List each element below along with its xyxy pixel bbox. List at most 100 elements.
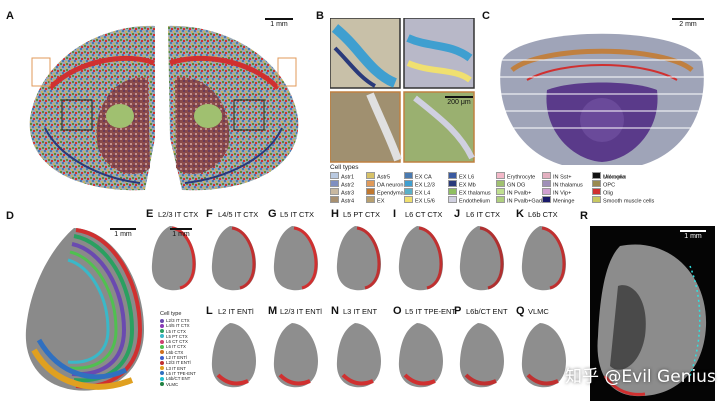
legend-dot — [160, 318, 164, 323]
legend-label: L6b/CT ENT — [166, 376, 191, 382]
legend-swatch — [542, 180, 551, 187]
panel-label-h: H — [331, 208, 339, 220]
panel-d-legend-item: L2/3 IT ENTl — [160, 360, 212, 365]
cell-type-highlight — [216, 373, 249, 386]
cell-type-highlight — [356, 226, 381, 290]
legend-swatch — [366, 188, 375, 195]
cell-type-legend-item: IN thalamus — [542, 180, 583, 190]
legend-swatch — [542, 172, 551, 179]
legend-label: Microglia — [603, 174, 626, 181]
cell-type-legend-item: IN Sst+ — [542, 172, 572, 182]
legend-label: L2 IT ENTl — [166, 355, 187, 361]
panel-d-legend-item: L4/5 IT CTX — [160, 323, 212, 328]
legend-swatch — [448, 172, 457, 179]
legend-dot — [160, 366, 164, 371]
legend-label: L3 IT ENT — [166, 365, 186, 371]
cell-type-legend-item: EX L4 — [404, 188, 430, 198]
cell-type-highlight — [464, 373, 497, 386]
panel-a-scale-label: 1 mm — [270, 21, 288, 28]
legend-label: Erythrocyte — [507, 174, 536, 181]
cell-type-highlight — [171, 226, 196, 290]
panel-d-scale-bar: 1 mm — [110, 228, 136, 238]
legend-swatch — [448, 196, 457, 203]
legend-label: IN Vip+ — [553, 190, 572, 197]
panel-n-section-image — [336, 323, 381, 388]
watermark: 知乎 @Evil Genius — [565, 367, 716, 387]
legend-dot — [160, 344, 164, 349]
panel-label-e: E — [146, 208, 154, 220]
panel-d-legend-title: Cell type — [160, 311, 182, 317]
panel-title-j: L6 IT CTX — [466, 210, 501, 219]
legend-label: DA neuron — [377, 182, 404, 189]
panel-d-legend-item: L6b CTX — [160, 350, 212, 355]
panel-label-j: J — [454, 208, 461, 220]
legend-dot — [160, 355, 164, 360]
legend-swatch — [330, 180, 339, 187]
panel-c-scale-label: 2 mm — [679, 21, 697, 28]
legend-swatch — [592, 188, 601, 195]
section-outline — [459, 226, 504, 291]
panel-d-cortex-layers-image — [25, 228, 144, 391]
panel-label-i: I — [393, 208, 397, 220]
legend-dot — [160, 350, 164, 355]
panel-a-scale-bar: 1 mm — [265, 18, 293, 28]
panel-title-k: L6b CTX — [528, 210, 558, 219]
section-outline — [459, 323, 504, 388]
legend-dot — [160, 376, 164, 381]
section-outline — [521, 323, 566, 388]
panel-r-scale-label: 1 mm — [684, 233, 702, 240]
cell-type-legend-item: Olig — [592, 188, 613, 198]
cell-type-legend-item: IN Pvalb+Gad1+ — [496, 196, 548, 206]
legend-label: Astr4 — [341, 198, 355, 205]
cell-type-legend-item: Ependymal — [366, 188, 405, 198]
cell-type-legend-item: Astr5 — [366, 172, 390, 182]
panel-d-legend-item: L2 IT ENTl — [160, 355, 212, 360]
legend-label: Meninge — [553, 198, 575, 205]
legend-swatch — [404, 196, 413, 203]
panel-p-section-image — [459, 323, 504, 388]
section-outline — [273, 226, 318, 291]
panel-label-g: G — [268, 208, 277, 220]
legend-label: L6 CT CTX — [166, 339, 188, 345]
legend-dot — [160, 323, 164, 328]
legend-label: L5 IT CTX — [166, 328, 186, 334]
panel-b-scale-bar: 200 μm — [445, 96, 473, 106]
panel-title-e: L2/3 IT CTX — [158, 210, 199, 219]
cell-type-highlight — [526, 373, 559, 386]
legend-label: VLMC — [166, 381, 179, 387]
legend-swatch — [592, 196, 601, 203]
cell-type-legend-item: Endothelium — [448, 196, 490, 206]
panel-title-h: L5 PT CTX — [343, 210, 380, 219]
legend-label: L6 IT CTX — [166, 344, 186, 350]
panel-title-m: L2/3 IT ENTl — [280, 307, 322, 316]
legend-label: Astr2 — [341, 182, 355, 189]
legend-label: L2/3 IT ENTl — [166, 360, 191, 366]
cell-type-legend-item: EX thalamus — [448, 188, 491, 198]
section-outline — [398, 226, 443, 291]
panel-label-m: M — [268, 305, 278, 317]
panel-b-zoom-tiles — [330, 18, 475, 163]
legend-label: OPC — [603, 182, 616, 189]
panel-label-n: N — [331, 305, 339, 317]
section-outline — [398, 323, 443, 388]
cell-type-highlight — [541, 226, 566, 290]
panel-d-legend-item: L5 PT CTX — [160, 334, 212, 339]
cell-type-legend-item: GN DG — [496, 180, 525, 190]
legend-label: Ependymal — [377, 190, 405, 197]
legend-swatch — [496, 196, 505, 203]
panel-title-i: L6 CT CTX — [405, 210, 443, 219]
cell-type-legend-item: EX Mb — [448, 180, 476, 190]
legend-label: Endothelium — [459, 198, 491, 205]
cell-type-legend-item: Astr2 — [330, 180, 354, 190]
panel-d-legend-item: L6b/CT ENT — [160, 376, 212, 381]
legend-swatch — [542, 188, 551, 195]
legend-label: IN Pvalb+Gad1+ — [507, 198, 549, 205]
legend-label: GN DG — [507, 182, 526, 189]
panel-label-f: F — [206, 208, 213, 220]
legend-swatch — [404, 172, 413, 179]
legend-swatch — [496, 188, 505, 195]
panel-title-g: L5 IT CTX — [280, 210, 315, 219]
panel-i-section-image — [398, 226, 443, 291]
cell-type-highlight — [231, 226, 256, 290]
section-outline — [211, 226, 256, 291]
